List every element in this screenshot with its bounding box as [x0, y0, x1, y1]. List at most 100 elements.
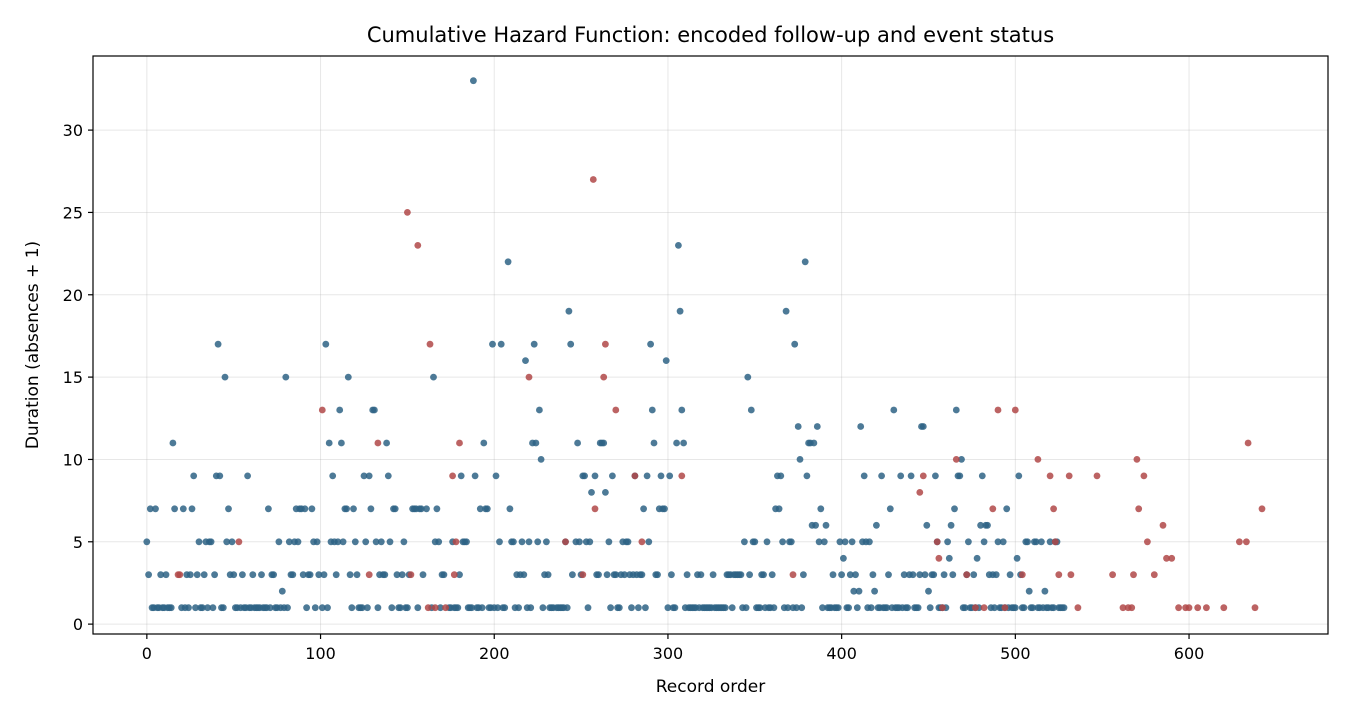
censored-point	[683, 571, 691, 579]
censored-point	[544, 571, 552, 579]
censored-point	[591, 472, 599, 480]
event-point	[374, 439, 382, 447]
censored-point	[991, 604, 998, 612]
event-point	[442, 604, 449, 612]
censored-point	[921, 571, 929, 579]
censored-point	[602, 489, 609, 496]
censored-point	[265, 505, 272, 513]
chart-title: Cumulative Hazard Function: encoded foll…	[367, 23, 1054, 47]
censored-point	[1003, 505, 1011, 513]
data-points	[143, 77, 1266, 612]
censored-point	[834, 604, 842, 612]
censored-point	[721, 604, 729, 612]
censored-point	[325, 439, 333, 447]
censored-point	[358, 604, 366, 612]
event-point	[176, 571, 184, 579]
grid	[93, 56, 1328, 634]
censored-point	[336, 406, 344, 414]
y-tick-label: 5	[73, 533, 83, 552]
censored-point	[167, 604, 175, 612]
event-point	[919, 472, 927, 480]
censored-point	[185, 604, 192, 612]
censored-point	[671, 604, 679, 612]
censored-point	[258, 571, 265, 579]
event-point	[525, 373, 533, 381]
event-point	[407, 571, 415, 579]
event-point	[994, 406, 1002, 414]
censored-point	[779, 538, 786, 546]
censored-point	[768, 571, 776, 579]
censored-point	[400, 538, 408, 546]
censored-point	[947, 521, 955, 529]
censored-point	[374, 604, 382, 612]
censored-point	[214, 340, 222, 348]
censored-point	[284, 604, 291, 612]
event-point	[450, 571, 458, 579]
censored-point	[775, 505, 783, 513]
censored-point	[668, 571, 675, 579]
x-tick-label: 300	[653, 644, 684, 663]
censored-point	[476, 505, 484, 513]
censored-point	[143, 538, 151, 546]
censored-point	[543, 538, 550, 546]
censored-point	[853, 604, 861, 612]
x-tick-label: 400	[826, 644, 857, 663]
censored-point	[1006, 571, 1014, 579]
x-axis-label: Record order	[656, 677, 765, 697]
censored-point	[388, 604, 396, 612]
censored-point	[318, 604, 326, 612]
censored-point	[483, 505, 491, 513]
x-tick-label: 0	[142, 644, 152, 663]
censored-point	[1060, 604, 1068, 612]
event-point	[456, 439, 463, 447]
censored-point	[1025, 587, 1033, 595]
censored-point	[313, 538, 321, 546]
censored-point	[522, 357, 529, 364]
censored-point	[994, 538, 1002, 546]
censored-point	[845, 604, 852, 612]
censored-point	[680, 439, 687, 447]
censored-point	[930, 571, 938, 579]
censored-point	[852, 571, 859, 579]
censored-point	[970, 571, 978, 579]
event-point	[600, 373, 608, 381]
censored-point	[146, 505, 154, 513]
event-point	[602, 340, 609, 348]
censored-point	[1029, 604, 1037, 612]
censored-point	[456, 571, 463, 579]
censored-point	[647, 340, 654, 348]
censored-point	[945, 554, 953, 562]
censored-point	[820, 538, 828, 546]
event-point	[1236, 538, 1243, 546]
censored-point	[506, 505, 514, 513]
censored-point	[381, 571, 389, 579]
censored-point	[796, 456, 804, 463]
censored-point	[737, 571, 745, 579]
censored-point	[836, 538, 844, 546]
censored-point	[525, 538, 533, 546]
y-axis-label: Duration (absences + 1)	[23, 241, 43, 449]
censored-point	[798, 604, 806, 612]
censored-point	[430, 373, 437, 381]
event-point	[1046, 472, 1054, 480]
censored-point	[791, 340, 799, 348]
censored-point	[270, 571, 277, 579]
event-point	[1055, 571, 1063, 579]
censored-point	[574, 439, 581, 447]
event-point	[562, 538, 569, 546]
event-point	[318, 406, 326, 414]
event-point	[404, 209, 411, 216]
censored-point	[747, 406, 755, 414]
censored-point	[537, 456, 545, 463]
event-point	[963, 571, 971, 579]
censored-point	[371, 406, 378, 414]
x-tick-label: 500	[1000, 644, 1031, 663]
censored-point	[914, 604, 922, 612]
censored-point	[940, 571, 948, 579]
censored-point	[386, 538, 394, 546]
event-point	[1133, 456, 1141, 463]
censored-point	[195, 538, 203, 546]
event-point	[1011, 406, 1019, 414]
censored-point	[777, 472, 785, 480]
censored-point	[209, 604, 217, 612]
